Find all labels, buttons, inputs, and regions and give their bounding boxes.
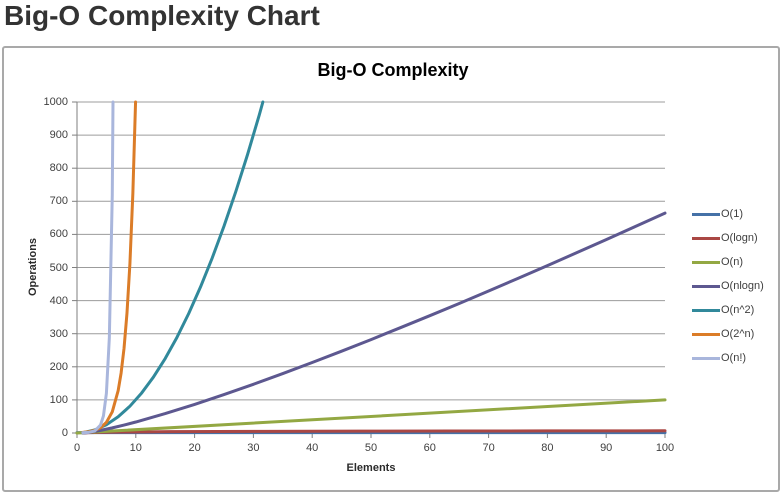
- legend-item-O(logn): O(logn): [692, 231, 782, 245]
- y-tick-label-1000: 1000: [43, 96, 68, 108]
- x-tick-label-50: 50: [364, 442, 378, 454]
- legend-label-O(nlogn): O(nlogn): [721, 280, 764, 292]
- plot-area: 0 100 200 300 400 500 600 700 800 900 1000 0 10 20 30…: [44, 96, 675, 454]
- legend-item-O(n!): O(n!): [692, 351, 782, 365]
- page-title: Big-O Complexity Chart: [4, 0, 320, 31]
- y-tick-label-300: 300: [49, 327, 68, 340]
- y-tick-label-800: 800: [49, 162, 68, 175]
- legend-label-O(2^n): O(2^n): [721, 328, 755, 340]
- series-O(n): [75, 398, 667, 435]
- legend-label-O(1): O(1): [721, 208, 743, 220]
- series-O(n!): [81, 100, 115, 435]
- y-tick-label-900: 900: [49, 129, 68, 142]
- y-tick-label-700: 700: [49, 195, 68, 208]
- chart-container: Big-O Complexity 0 100 200 300 400 500 600 700 8…: [2, 46, 780, 492]
- x-tick-label-100: 100: [655, 442, 675, 454]
- y-axis-title: Operations: [27, 237, 39, 297]
- y-tick-label-400: 400: [49, 294, 68, 307]
- chart-title: Big-O Complexity: [317, 60, 469, 80]
- legend-item-O(2^n): O(2^n): [692, 327, 782, 341]
- x-tick-label-40: 40: [306, 442, 319, 454]
- legend: O(1) O(logn) O(n) O(nlogn) O(n^2) O(2^n) O(n!): [692, 207, 782, 375]
- legend-swatch-O(n): [692, 260, 720, 264]
- x-tick-label-60: 60: [423, 442, 436, 454]
- legend-swatch-O(n^2): [692, 308, 720, 312]
- legend-swatch-O(nlogn): [692, 284, 720, 288]
- legend-label-O(n^2): O(n^2): [721, 304, 755, 316]
- y-tick-label-600: 600: [49, 228, 68, 241]
- x-tick-label-20: 20: [188, 442, 201, 454]
- series-O(nlogn): [81, 211, 667, 435]
- legend-item-O(n^2): O(n^2): [692, 303, 782, 317]
- x-tick-label-90: 90: [600, 442, 613, 454]
- legend-label-O(n): O(n): [721, 256, 743, 268]
- y-tick-label-0: 0: [61, 427, 68, 439]
- legend-swatch-O(1): [692, 212, 720, 216]
- x-tick-label-0: 0: [73, 442, 81, 454]
- legend-swatch-O(logn): [692, 236, 720, 240]
- legend-swatch-O(2^n): [692, 332, 720, 336]
- x-tick-label-80: 80: [541, 442, 554, 454]
- legend-label-O(n!): O(n!): [721, 352, 747, 364]
- legend-item-O(n): O(n): [692, 255, 782, 269]
- x-tick-label-70: 70: [482, 442, 495, 454]
- x-tick-label-10: 10: [129, 442, 142, 454]
- legend-item-O(1): O(1): [692, 207, 782, 221]
- legend-label-O(logn): O(logn): [721, 232, 758, 244]
- legend-swatch-O(n!): [692, 356, 720, 360]
- series-O(n^2): [81, 100, 265, 435]
- plot-svg: [72, 100, 667, 438]
- x-tick-label-30: 30: [247, 442, 260, 454]
- y-tick-label-200: 200: [49, 360, 68, 373]
- x-axis-title: Elements: [346, 462, 396, 474]
- y-tick-label-500: 500: [49, 261, 68, 274]
- legend-item-O(nlogn): O(nlogn): [692, 279, 782, 293]
- y-tick-label-100: 100: [49, 393, 68, 406]
